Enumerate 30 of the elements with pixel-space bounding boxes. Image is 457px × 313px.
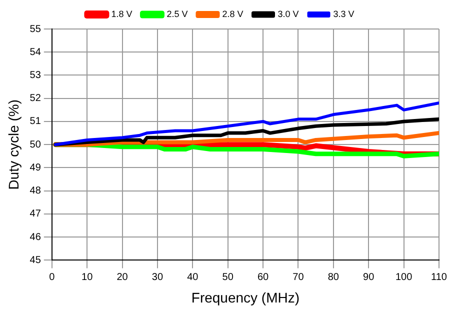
y-tick-label: 46 <box>30 232 42 243</box>
y-tick-label: 51 <box>30 116 42 128</box>
y-tick-label: 47 <box>30 208 42 220</box>
x-tick-label: 80 <box>328 272 340 283</box>
x-axis-title: Frequency (MHz) <box>191 289 300 306</box>
x-tick-label: 0 <box>49 272 56 283</box>
y-tick-label: 55 <box>30 24 42 35</box>
x-tick-label: 20 <box>116 272 128 283</box>
y-tick-label: 45 <box>30 254 42 266</box>
y-tick-label: 49 <box>30 162 42 174</box>
x-tick-label: 70 <box>292 272 304 283</box>
legend-label: 2.8 V <box>222 8 244 19</box>
x-tick-label: 40 <box>187 272 199 283</box>
legend-label: 2.5 V <box>166 8 188 19</box>
y-tick-label: 54 <box>30 46 42 58</box>
x-tick-label: 50 <box>222 272 234 283</box>
x-tick-label: 90 <box>363 272 375 283</box>
x-tick-label: 60 <box>257 272 270 283</box>
y-tick-label: 50 <box>30 139 42 150</box>
y-tick-label: 48 <box>30 186 42 197</box>
y-tick-label: 52 <box>30 93 42 104</box>
x-tick-label: 100 <box>395 272 413 283</box>
x-tick-label: 110 <box>431 272 448 283</box>
y-axis-title: Duty cycle (%) <box>5 99 22 190</box>
legend-label: 3.0 V <box>278 8 299 19</box>
legend-label: 3.3 V <box>333 8 354 19</box>
legend-label: 1.8 V <box>111 8 132 19</box>
x-tick-label: 30 <box>152 272 164 283</box>
x-tick-label: 10 <box>82 272 94 283</box>
y-tick-label: 53 <box>30 70 42 81</box>
